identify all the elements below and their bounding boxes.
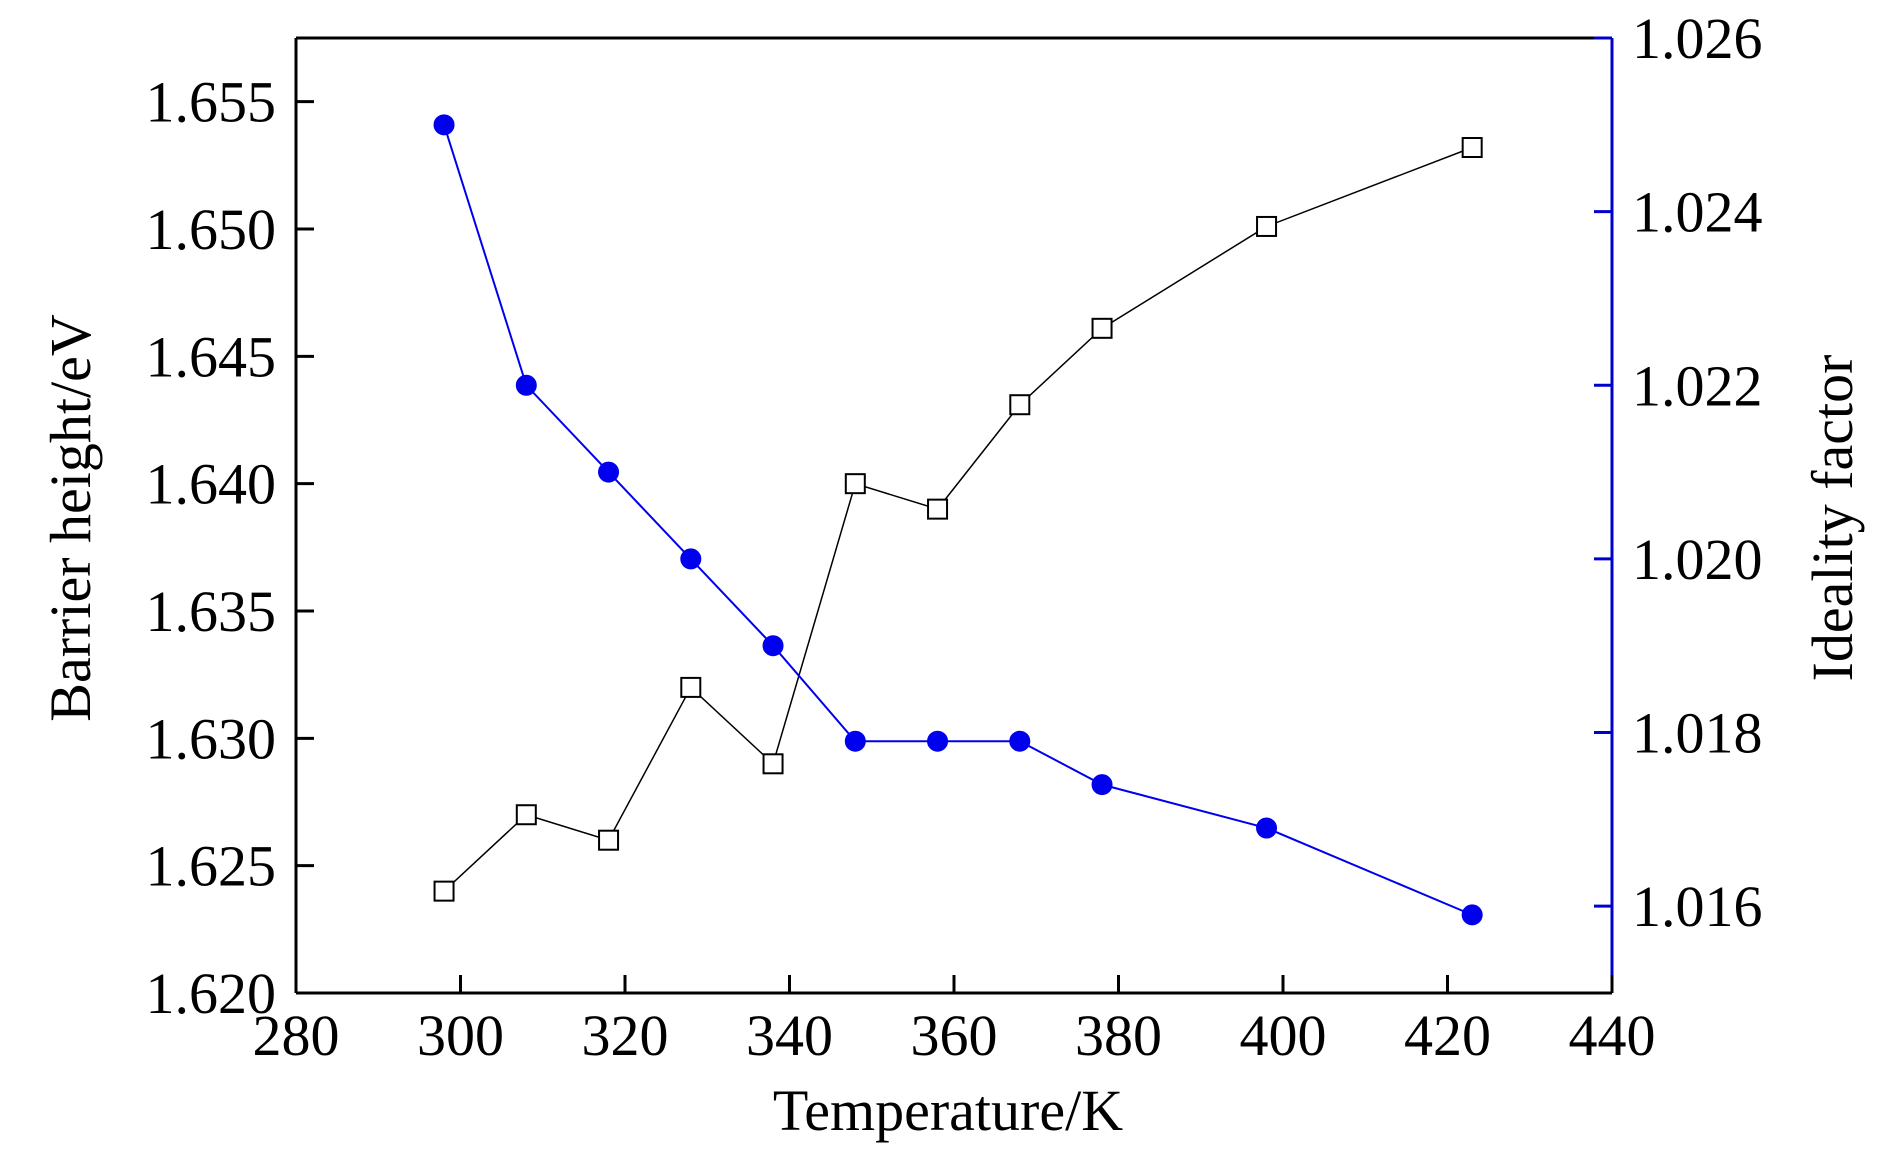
ideality-factor-point [1091,774,1113,796]
plot-frame [294,36,1614,995]
y-right-tick-label: 1.022 [1632,353,1763,418]
y-left-tick-label: 1.655 [146,70,277,135]
ideality-factor-point [680,548,702,570]
barrier-height-point [598,829,620,851]
barrier-height-point [515,804,537,826]
ideality-factor-point [598,461,620,483]
ideality-factor-point [515,374,537,396]
y-left-tick-label: 1.640 [146,452,277,517]
x-tick-label: 340 [746,1003,833,1068]
y-right-tick-label: 1.020 [1632,527,1763,592]
x-tick-label: 320 [582,1003,669,1068]
y-right-tick-label: 1.026 [1632,6,1763,71]
y-left-tick-label: 1.625 [146,834,277,899]
x-tick-label: 300 [417,1003,504,1068]
y-axis-title-right: Ideality factor [1800,355,1865,682]
ideality-factor-point [762,635,784,657]
barrier-height-point [1461,137,1483,159]
x-axis-title: Temperature/K [773,1078,1123,1143]
barrier-height-point [1009,394,1031,416]
y-left-tick-label: 1.635 [146,579,277,644]
x-tick-label: 420 [1404,1003,1491,1068]
series-layer [433,114,1483,926]
x-tick-label: 360 [911,1003,998,1068]
ideality-factor-point [1256,817,1278,839]
x-tick-label: 280 [253,1003,340,1068]
y-left-tick-label: 1.620 [146,961,277,1026]
y-left-tick-label: 1.630 [146,706,277,771]
barrier-height-line [443,146,1473,892]
ideality-factor-point [433,114,455,136]
y-axis-title-left: Barrier height/eV [38,314,103,722]
y-left-tick-label: 1.650 [146,197,277,262]
ideality-factor-line [443,124,1473,916]
barrier-height-point [1256,215,1278,237]
ideality-factor-point [927,730,949,752]
barrier-height-point [927,498,949,520]
x-tick-label: 440 [1569,1003,1656,1068]
barrier-height-point [844,473,866,495]
y-right-tick-label: 1.024 [1632,180,1763,245]
ideality-factor-point [844,730,866,752]
x-tick-label: 400 [1240,1003,1327,1068]
ideality-factor-point [1009,730,1031,752]
barrier-height-point [680,676,702,698]
ideality-factor-point [1461,904,1483,926]
barrier-height-point [762,753,784,775]
tick-layer: 280 300 320 340 360 380 400 420 440 1.620 1.625 1.6… [146,6,1763,1068]
y-right-tick-label: 1.016 [1632,874,1763,939]
x-tick-label: 380 [1075,1003,1162,1068]
barrier-height-point [433,880,455,902]
y-left-tick-label: 1.645 [146,324,277,389]
y-right-tick-label: 1.018 [1632,701,1763,766]
barrier-height-point [1091,317,1113,339]
